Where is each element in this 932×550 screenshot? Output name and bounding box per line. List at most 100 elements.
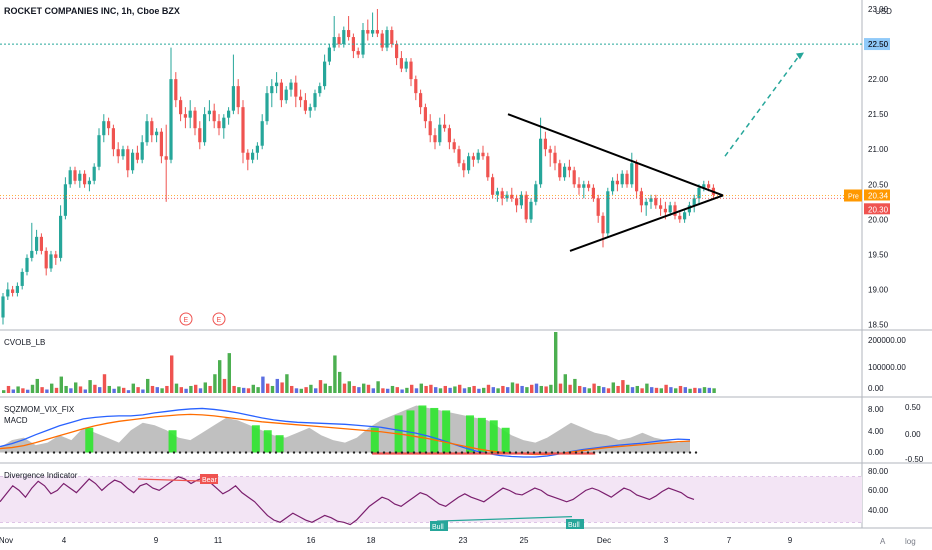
- volume-bar: [410, 384, 414, 393]
- volume-bar: [626, 384, 630, 393]
- squeeze-dot: [478, 451, 482, 454]
- momentum-tick-label: 4.00: [868, 427, 884, 436]
- candle-body: [145, 121, 149, 143]
- volume-bar: [438, 388, 443, 393]
- candle-body: [111, 128, 115, 150]
- squeeze-dot: [352, 451, 356, 454]
- volume-bar: [165, 385, 169, 393]
- candle-body: [246, 152, 250, 160]
- currency-label: USD: [875, 7, 892, 16]
- squeeze-dot: [664, 451, 668, 454]
- squeeze-dot: [556, 451, 560, 454]
- candle-body: [20, 271, 24, 286]
- squeeze-green-bar: [418, 405, 427, 453]
- candle-body: [97, 135, 101, 167]
- squeeze-dot: [616, 451, 620, 454]
- candle-body: [169, 79, 173, 160]
- candle-body: [404, 61, 408, 69]
- candle-body: [6, 289, 10, 297]
- divergence-label-tag: [566, 519, 584, 529]
- candle-body: [73, 170, 77, 181]
- macd-tick-label: 0.50: [905, 403, 921, 412]
- candle-body: [255, 145, 259, 153]
- volume-bar: [362, 383, 366, 393]
- candle-body: [572, 170, 576, 185]
- squeeze-dot: [316, 451, 320, 454]
- volume-bar: [525, 387, 529, 393]
- volume-bar: [693, 387, 697, 393]
- triangle-upper-trendline: [507, 113, 724, 197]
- volume-bar: [472, 385, 476, 393]
- volume-bar: [544, 386, 548, 393]
- squeeze-dot: [586, 451, 590, 454]
- volume-bar: [304, 387, 308, 393]
- volume-bar: [515, 383, 519, 393]
- volume-bar: [150, 385, 155, 393]
- squeeze-dot: [304, 451, 308, 454]
- candle-body: [644, 201, 648, 206]
- divergence-label: Bear: [202, 477, 217, 484]
- squeeze-dot: [298, 451, 302, 454]
- volume-bar: [323, 383, 327, 393]
- volume-bar: [54, 387, 59, 393]
- candle-body: [265, 93, 269, 122]
- squeeze-dot: [622, 451, 626, 454]
- auto-button[interactable]: A: [880, 537, 886, 546]
- candle-body: [438, 124, 442, 143]
- candle-body: [577, 184, 581, 188]
- candle-body: [659, 205, 663, 209]
- squeeze-dot: [76, 451, 80, 454]
- squeeze-dot: [688, 451, 692, 454]
- squeeze-green-bar: [251, 425, 260, 453]
- candle-body: [332, 37, 336, 48]
- candle-body: [347, 30, 351, 38]
- squeeze-dot: [280, 451, 284, 454]
- volume-bar: [160, 388, 164, 393]
- squeeze-dot: [394, 451, 398, 454]
- squeeze-green-bar: [275, 435, 284, 453]
- squeeze-dot: [82, 451, 86, 454]
- volume-bar: [568, 384, 572, 393]
- squeeze-dot: [652, 451, 656, 454]
- price-tick-label: 22.50: [868, 40, 889, 49]
- log-button[interactable]: log: [905, 537, 916, 546]
- time-tick-label: 16: [307, 536, 316, 545]
- volume-bar: [213, 374, 217, 393]
- volume-bar: [203, 382, 207, 393]
- candle-body: [649, 198, 653, 202]
- candle-body: [49, 254, 53, 269]
- candle-body: [222, 117, 226, 129]
- volume-bar: [98, 387, 102, 393]
- candle-body: [510, 194, 514, 199]
- volume-bar: [194, 384, 198, 393]
- volume-bar: [347, 381, 351, 393]
- candle-body: [44, 250, 48, 269]
- squeeze-dot: [364, 451, 368, 454]
- squeeze-dot: [658, 451, 662, 454]
- squeeze-dot: [568, 451, 572, 454]
- candle-body: [611, 180, 615, 192]
- squeeze-dot: [166, 451, 170, 454]
- candle-body: [303, 100, 307, 111]
- squeeze-dot: [550, 451, 554, 454]
- volume-bar: [534, 383, 539, 393]
- candle-body: [275, 82, 279, 87]
- time-tick-label: 4: [62, 536, 67, 545]
- candle-body: [457, 149, 461, 164]
- price-tick-label: 21.50: [868, 110, 889, 119]
- squeeze-dot: [232, 451, 236, 454]
- squeeze-dot: [466, 451, 470, 454]
- volume-bar: [266, 383, 270, 393]
- volume-bar: [352, 385, 356, 393]
- candle-body: [428, 121, 432, 136]
- candle-body: [231, 86, 235, 111]
- squeeze-dot: [148, 451, 152, 454]
- volume-bar: [443, 385, 447, 393]
- squeeze-dot: [484, 451, 488, 454]
- bull-divergence-line: [436, 515, 573, 522]
- volume-bar: [155, 387, 159, 393]
- volume-bar: [35, 378, 39, 393]
- price-tick-label: 22.00: [868, 75, 889, 84]
- candle-body: [294, 82, 298, 97]
